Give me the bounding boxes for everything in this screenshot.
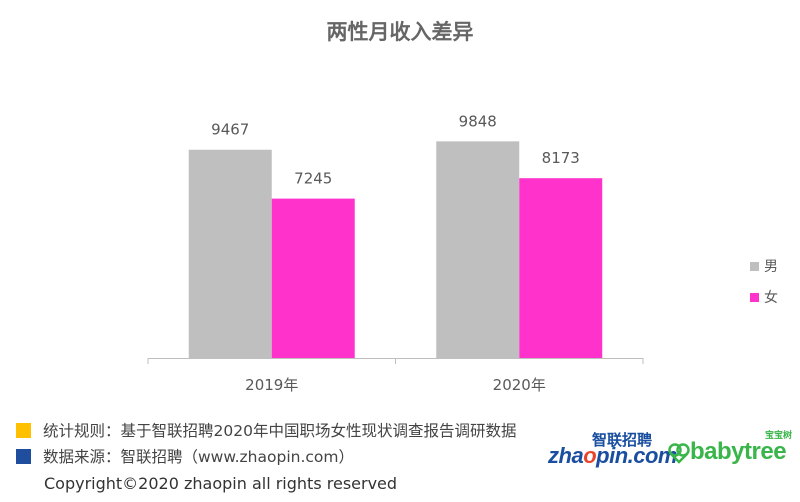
legend-label-male: 男 [764, 259, 778, 275]
data-label-female-1: 8173 [542, 149, 580, 167]
yellow-square-icon [16, 422, 31, 438]
copyright-text: Copyright©2020 zhaopin all rights reserv… [44, 474, 398, 493]
bar-female-0 [271, 198, 355, 358]
babytree-logo-cn: 宝宝树 [764, 431, 792, 441]
note-statistical-rule: 统计规则：基于智联招聘2020年中国职场女性现状调查报告调研数据 [16, 419, 516, 441]
zhaopin-logo-en: zhaopin.com [548, 443, 677, 469]
legend-item-male: 男 [750, 256, 778, 276]
chart-title: 两性月收入差异 [326, 20, 474, 44]
zhaopin-logo-cn: 智联招聘 [592, 431, 653, 449]
bar-female-1 [519, 178, 603, 358]
bars-layer: 9467 7245 9848 8173 [188, 112, 603, 358]
legend-swatch-male [750, 261, 759, 271]
x-tick-label-0: 2019年 [245, 376, 298, 394]
data-label-male-0: 9467 [211, 121, 249, 139]
zhaopin-logo-en-part2: pin.com [596, 443, 677, 468]
x-axis: 2019年 2020年 [147, 358, 644, 394]
data-label-female-0: 7245 [294, 170, 332, 188]
zhaopin-logo: 智联招聘 zhaopin.com [548, 429, 677, 469]
legend-swatch-female [750, 292, 759, 302]
zhaopin-logo-en-accent: o [583, 443, 597, 468]
note-data-source: 数据来源：智联招聘（www.zhaopin.com） [16, 445, 354, 467]
babytree-logo-en: babytree [690, 438, 787, 465]
babytree-heart-icon [668, 443, 690, 464]
babytree-logo: 宝宝树 babytree [668, 428, 796, 468]
legend-item-female: 女 [750, 287, 778, 307]
blue-square-icon [16, 448, 31, 464]
bar-chart: 9467 7245 9848 8173 2019年 2020年 [147, 112, 644, 394]
bar-male-0 [188, 149, 272, 358]
x-tick-label-1: 2020年 [493, 376, 546, 394]
zhaopin-logo-en-part1: zha [548, 443, 584, 468]
note-rule-text: 统计规则：基于智联招聘2020年中国职场女性现状调查报告调研数据 [43, 422, 517, 440]
bar-male-1 [436, 141, 520, 358]
data-label-male-1: 9848 [459, 112, 497, 130]
legend-label-female: 女 [764, 290, 778, 306]
note-source-text: 数据来源：智联招聘（www.zhaopin.com） [43, 448, 354, 466]
